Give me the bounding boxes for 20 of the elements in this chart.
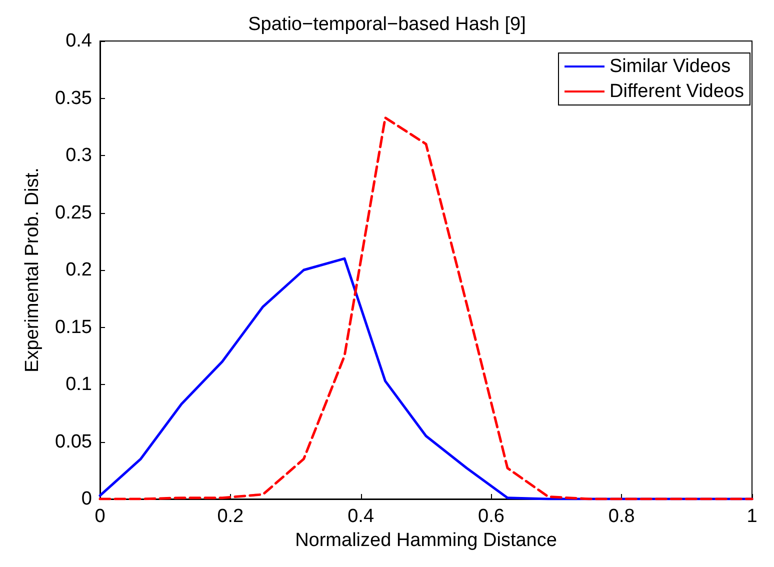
y-axis-title: Experimental Prob. Dist. <box>22 168 43 372</box>
y-tick-label: 0.1 <box>66 374 92 395</box>
x-tick-label: 0.6 <box>478 506 504 527</box>
y-tick-label: 0.15 <box>55 316 92 338</box>
x-tick-label: 0.4 <box>348 506 374 527</box>
x-tick-label: 0 <box>94 506 106 527</box>
legend-label: Similar Videos <box>610 56 731 77</box>
y-tick-label: 0.2 <box>66 260 92 280</box>
x-tick-label: 0.2 <box>217 506 244 527</box>
x-axis-title: Normalized Hamming Distance <box>295 530 557 551</box>
y-tick-label: 0 <box>81 488 92 510</box>
y-tick-label: 0.35 <box>55 88 92 109</box>
y-tick-label: 0.25 <box>55 202 92 224</box>
y-tick-label: 0.05 <box>55 431 92 452</box>
x-tick-label: 0.8 <box>608 506 635 527</box>
y-tick-label: 0.3 <box>66 145 92 166</box>
y-tick-label: 0.4 <box>66 30 92 52</box>
chart-title: Spatio−temporal−based Hash [9] <box>248 14 526 35</box>
x-tick-label: 1 <box>746 506 758 527</box>
legend-label: Different Videos <box>610 81 744 102</box>
